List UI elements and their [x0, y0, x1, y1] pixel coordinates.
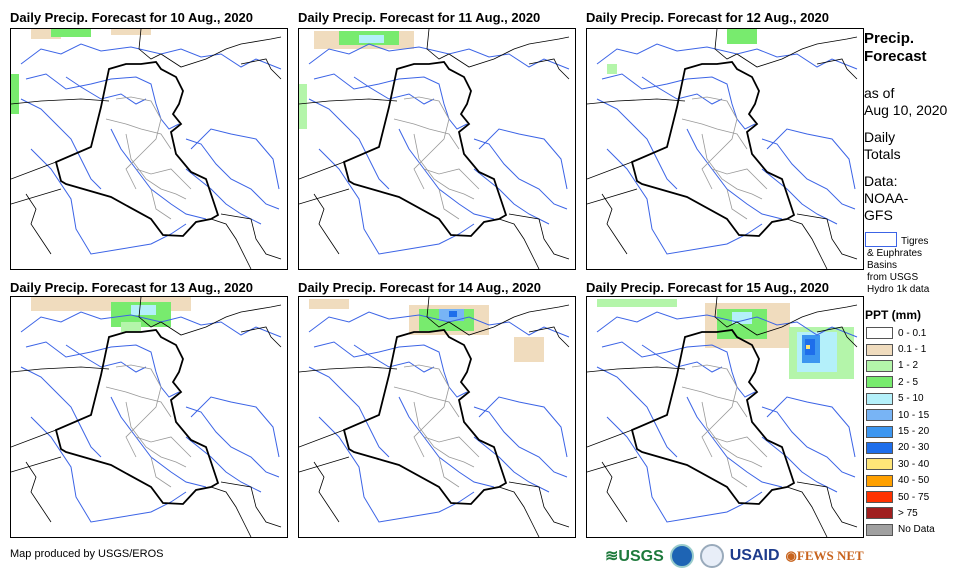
legend-item: 5 - 10: [866, 391, 935, 407]
precip-cells: [299, 31, 414, 129]
forecast-map-aug15: [586, 296, 864, 538]
legend-item: 50 - 75: [866, 489, 935, 505]
legend-item: 40 - 50: [866, 473, 935, 489]
legend-item: 2 - 5: [866, 374, 935, 390]
legend-swatch: [866, 523, 893, 536]
credit-text: Map produced by USGS/EROS: [10, 548, 164, 560]
legend-label: 2 - 5: [898, 376, 919, 388]
panel-title: Daily Precip. Forecast for 14 Aug., 2020: [298, 280, 542, 295]
legend-label: 20 - 30: [898, 442, 930, 454]
fews-net-logo: ◉FEWS NET: [785, 548, 864, 563]
panel-title: Daily Precip. Forecast for 10 Aug., 2020: [10, 10, 254, 25]
legend-item: 0.1 - 1: [866, 341, 935, 357]
panel-title: Daily Precip. Forecast for 12 Aug., 2020: [586, 10, 830, 25]
legend-label: > 75: [898, 507, 918, 519]
ppt-legend: 0 - 0.1 0.1 - 1 1 - 2 2 - 5 5 - 10 10 - 15 15 …: [866, 325, 935, 538]
legend-item: 30 - 40: [866, 456, 935, 472]
legend-item: 1 - 2: [866, 358, 935, 374]
panel-title: Daily Precip. Forecast for 13 Aug., 2020: [10, 280, 254, 295]
basin-swatch: [865, 232, 897, 247]
legend-swatch: [866, 458, 893, 471]
panel-title: Daily Precip. Forecast for 15 Aug., 2020: [586, 280, 830, 295]
legend-swatch: [866, 474, 893, 487]
legend-swatch: [866, 392, 893, 405]
basin-legend: Tigres & Euphrates Basins from USGS Hydr…: [865, 232, 929, 296]
data-source: Data: NOAA- GFS: [864, 173, 909, 223]
legend-item: > 75: [866, 505, 935, 521]
precip-cells: [31, 297, 191, 332]
legend-swatch: [866, 343, 893, 356]
ppt-legend-title: PPT (mm): [865, 308, 922, 322]
legend-label: 1 - 2: [898, 360, 919, 372]
legend-item: 10 - 15: [866, 407, 935, 423]
legend-label: 0.1 - 1: [898, 344, 927, 356]
forecast-map-aug14: [298, 296, 576, 538]
legend-swatch: [866, 441, 893, 454]
precip-cells: [11, 29, 151, 114]
precip-cells: [309, 299, 544, 362]
panel-title: Daily Precip. Forecast for 11 Aug., 2020: [298, 10, 541, 25]
forecast-map-aug11: [298, 28, 576, 270]
legend-label: 50 - 75: [898, 491, 930, 503]
legend-label: 5 - 10: [898, 393, 924, 405]
forecast-map-aug12: [586, 28, 864, 270]
usaid-seal: [699, 544, 724, 568]
legend-item: 20 - 30: [866, 440, 935, 456]
legend-swatch: [866, 409, 893, 422]
legend-item: No Data: [866, 522, 935, 538]
legend-swatch: [866, 376, 893, 389]
usaid-logo: USAID: [729, 547, 780, 564]
logo-strip: ≋USGS USAID ◉FEWS NET: [605, 542, 864, 570]
legend-swatch: [866, 507, 893, 520]
legend-swatch: [866, 425, 893, 438]
legend-label: 0 - 0.1: [898, 327, 927, 339]
legend-swatch: [866, 327, 893, 340]
precip-cells: [597, 299, 854, 379]
legend-item: 15 - 20: [866, 423, 935, 439]
as-of-date: as of Aug 10, 2020: [864, 85, 948, 118]
legend-label: No Data: [898, 524, 935, 536]
forecast-map-aug10: [10, 28, 288, 270]
legend-label: 15 - 20: [898, 426, 930, 438]
legend-swatch: [866, 359, 893, 372]
legend-swatch: [866, 491, 893, 504]
precip-cells: [607, 29, 757, 74]
legend-item: 0 - 0.1: [866, 325, 935, 341]
usgs-logo: ≋USGS: [605, 548, 664, 565]
forecast-map-aug13: [10, 296, 288, 538]
noaa-logo: [669, 544, 694, 568]
legend-label: 10 - 15: [898, 409, 930, 421]
legend-label: 40 - 50: [898, 475, 930, 487]
legend-label: 30 - 40: [898, 458, 930, 470]
daily-totals-label: Daily Totals: [864, 129, 901, 162]
legend-title: Precip. Forecast: [864, 30, 927, 65]
